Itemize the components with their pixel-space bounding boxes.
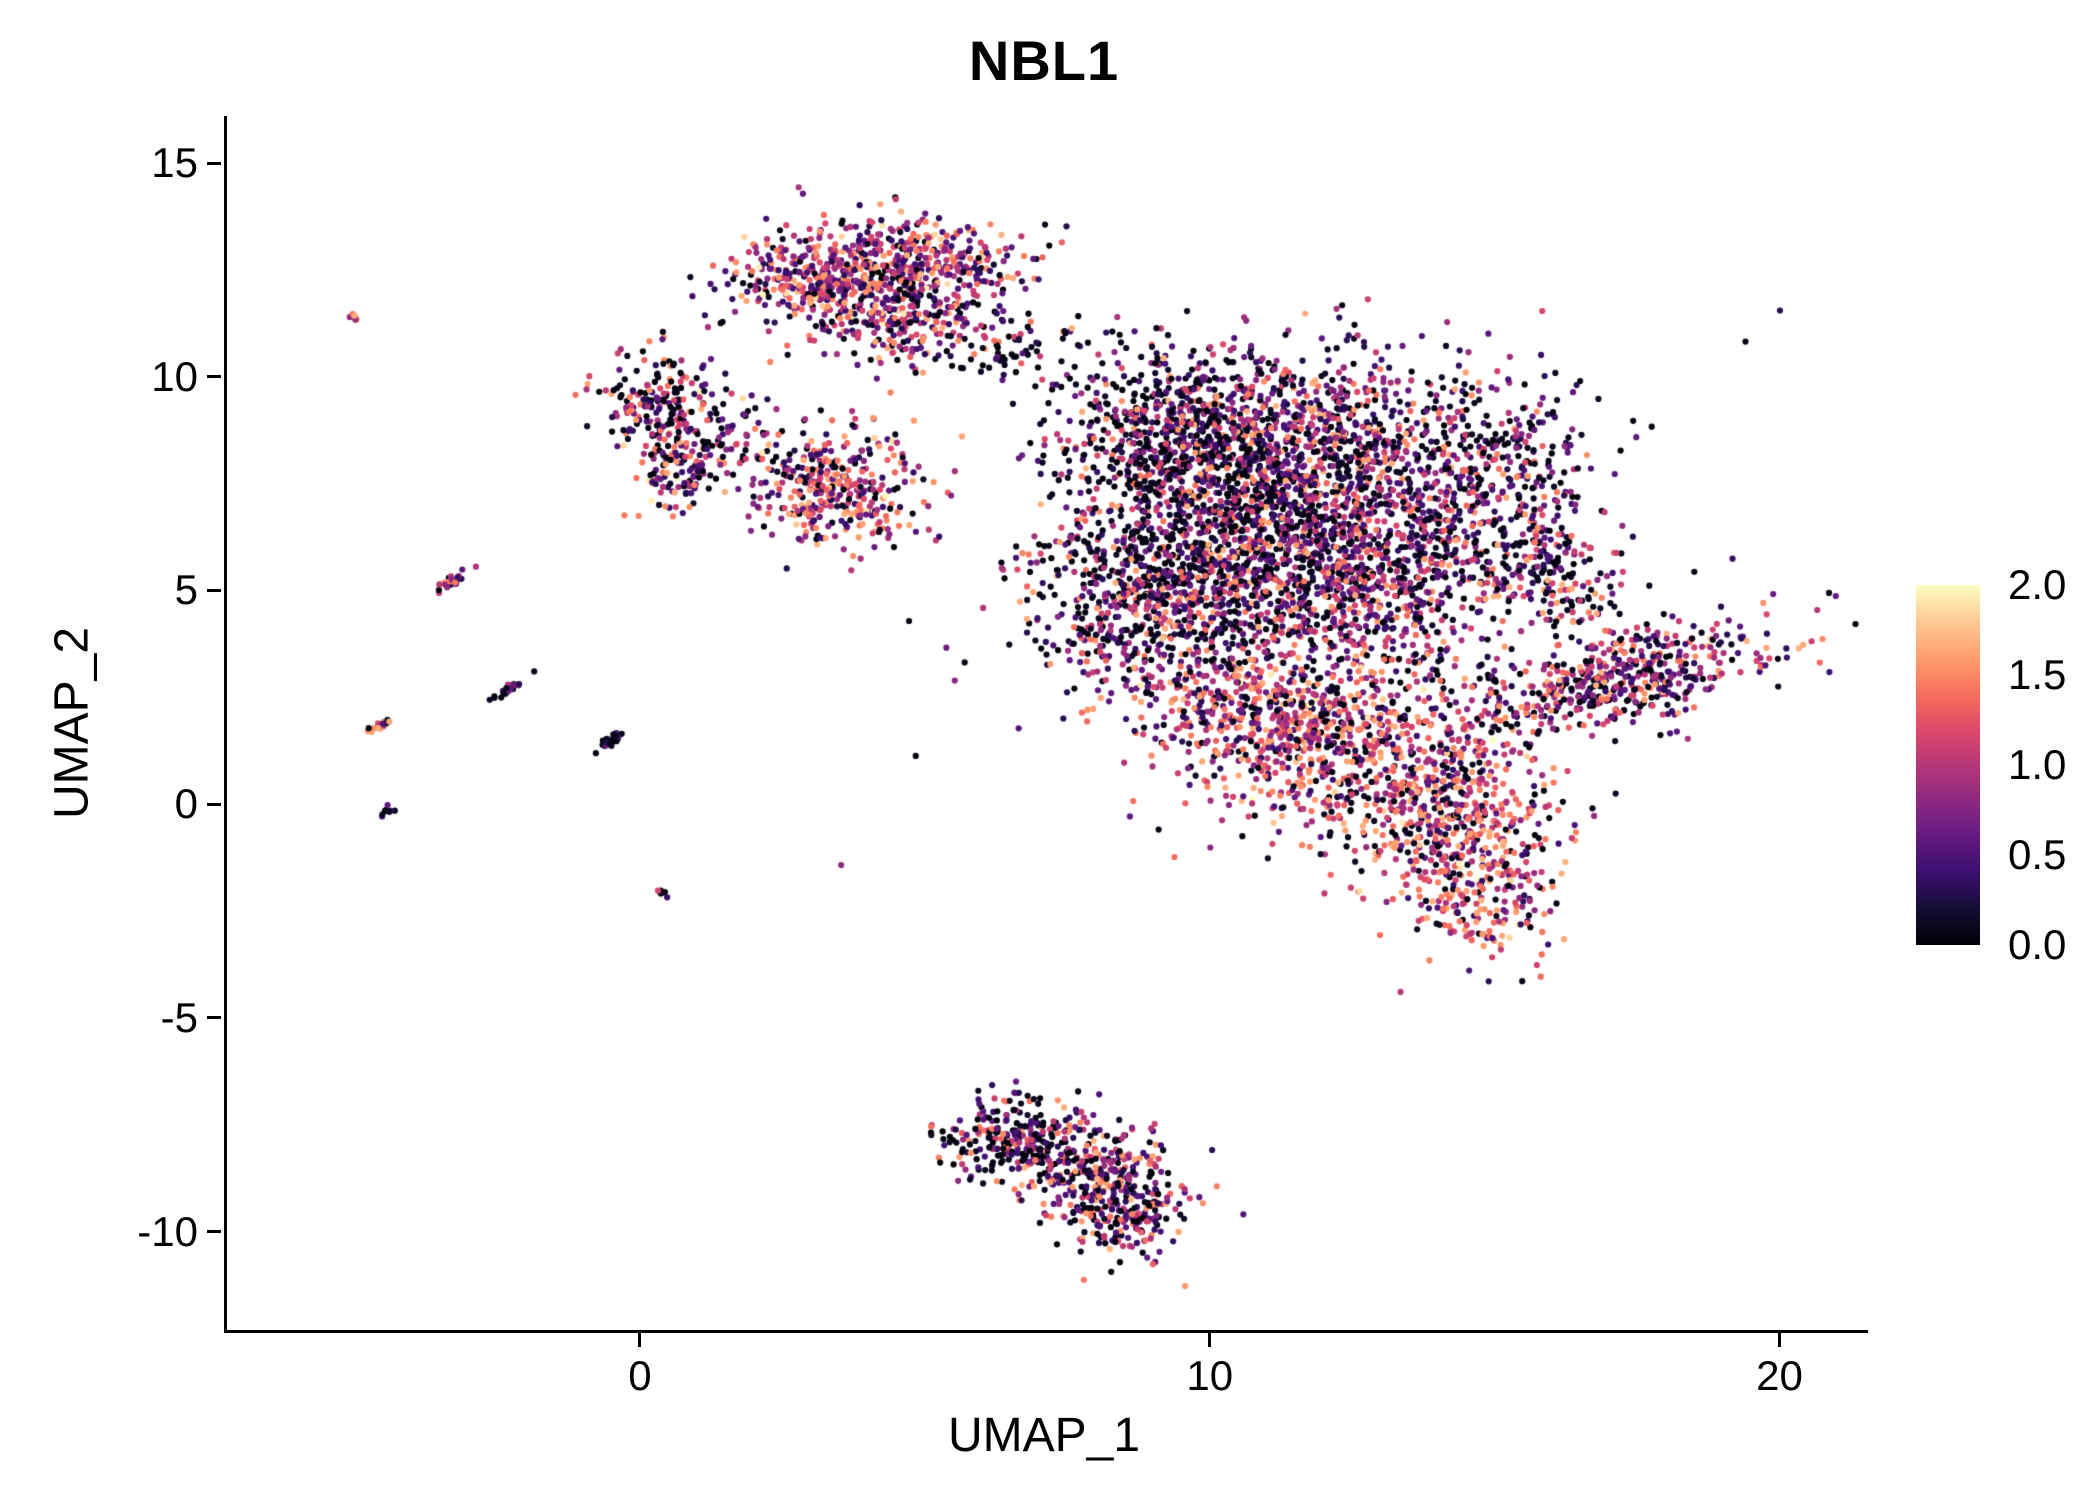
x-tick-mark bbox=[1208, 1333, 1212, 1347]
legend-tick-label: 1.5 bbox=[2008, 651, 2067, 698]
y-tick-mark bbox=[207, 375, 221, 379]
plot-panel bbox=[224, 116, 1868, 1333]
x-tick-mark bbox=[638, 1333, 642, 1347]
x-tick-label: 10 bbox=[1186, 1352, 1234, 1399]
y-tick-label: -5 bbox=[160, 993, 198, 1041]
y-tick-label: 10 bbox=[151, 352, 198, 400]
plot-title: NBL1 bbox=[968, 29, 1120, 92]
x-tick-label: 20 bbox=[1756, 1352, 1803, 1399]
y-tick-label: -10 bbox=[137, 1207, 198, 1255]
y-axis-label: UMAP_2 bbox=[45, 626, 99, 820]
y-tick-label: 5 bbox=[174, 566, 198, 614]
y-tick-label: 0 bbox=[174, 780, 198, 828]
legend-gradient-bar bbox=[1916, 585, 1980, 945]
y-tick-label: 15 bbox=[151, 139, 198, 187]
x-axis-label: UMAP_1 bbox=[947, 1409, 1141, 1462]
legend-tick-label: 0.5 bbox=[2008, 831, 2067, 878]
x-tick-mark bbox=[1778, 1333, 1782, 1347]
x-tick-label: 0 bbox=[628, 1352, 652, 1399]
y-tick-mark bbox=[207, 1016, 221, 1020]
y-tick-mark bbox=[207, 161, 221, 165]
legend-tick-label: 1.0 bbox=[2008, 741, 2067, 788]
legend-tick-label: 2.0 bbox=[2008, 561, 2067, 608]
scatter-canvas bbox=[227, 116, 1868, 1330]
y-tick-mark bbox=[207, 588, 221, 592]
color-legend: 2.0 1.5 1.0 0.5 0.0 bbox=[1916, 561, 2100, 968]
y-tick-mark bbox=[207, 1230, 221, 1234]
y-tick-mark bbox=[207, 802, 221, 806]
legend-tick-label: 0.0 bbox=[2008, 921, 2067, 968]
